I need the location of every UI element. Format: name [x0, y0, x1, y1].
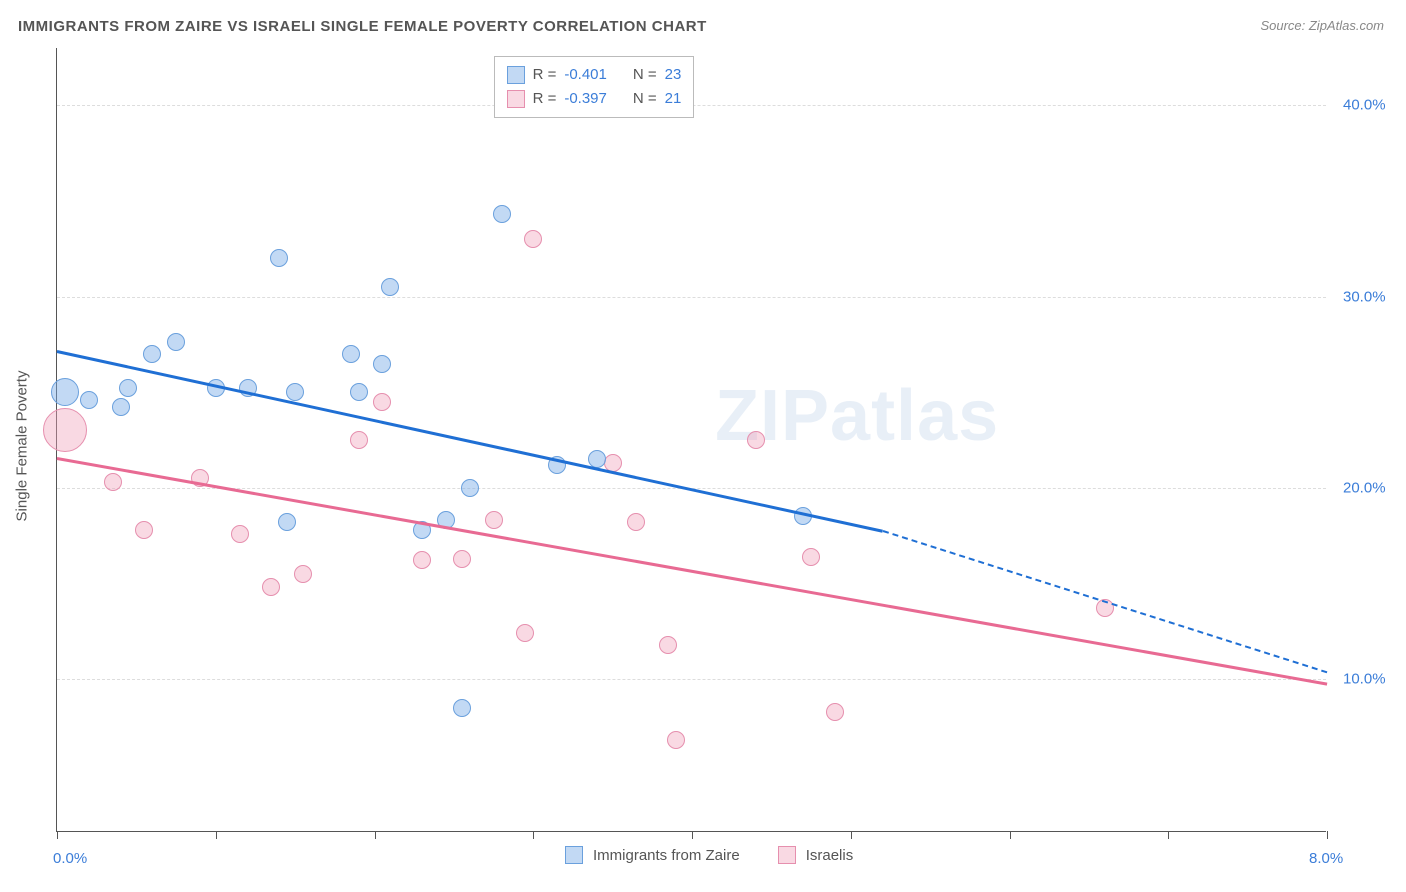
y-tick-label: 30.0%: [1343, 288, 1386, 305]
x-tick: [216, 831, 217, 839]
series1-point: [381, 278, 399, 296]
series1-point: [373, 355, 391, 373]
x-tick: [851, 831, 852, 839]
x-tick: [533, 831, 534, 839]
x-tick-label: 8.0%: [1309, 850, 1343, 867]
series1-point: [51, 378, 79, 406]
series2-trendline: [57, 457, 1327, 685]
series2-point: [516, 624, 534, 642]
y-tick-label: 40.0%: [1343, 97, 1386, 114]
series1-point: [350, 383, 368, 401]
r-label: R =: [533, 63, 557, 87]
legend-label: Immigrants from Zaire: [593, 847, 740, 864]
series2-point: [373, 393, 391, 411]
x-tick: [1168, 831, 1169, 839]
series2-point: [294, 565, 312, 583]
x-tick: [375, 831, 376, 839]
legend-series: Immigrants from Zaire Israelis: [565, 846, 881, 864]
x-tick: [57, 831, 58, 839]
chart-title: IMMIGRANTS FROM ZAIRE VS ISRAELI SINGLE …: [18, 18, 707, 35]
series2-point: [413, 551, 431, 569]
legend-stats: R = -0.401 N = 23 R = -0.397 N = 21: [494, 56, 695, 118]
y-axis-title: Single Female Poverty: [14, 371, 31, 522]
legend-label: Israelis: [806, 847, 854, 864]
r-value: -0.397: [564, 87, 607, 111]
series2-point: [104, 473, 122, 491]
series2-point: [524, 230, 542, 248]
series2-point: [453, 550, 471, 568]
series1-point: [112, 398, 130, 416]
series1-point: [167, 333, 185, 351]
gridline: [57, 297, 1326, 298]
legend-swatch: [507, 66, 525, 84]
legend-swatch: [507, 90, 525, 108]
series1-point: [80, 391, 98, 409]
series2-point: [826, 703, 844, 721]
series1-point: [342, 345, 360, 363]
y-tick-label: 10.0%: [1343, 671, 1386, 688]
n-value: 23: [665, 63, 682, 87]
series2-point: [659, 636, 677, 654]
series2-point: [627, 513, 645, 531]
series1-point: [286, 383, 304, 401]
series2-point: [350, 431, 368, 449]
series2-point: [485, 511, 503, 529]
series1-point: [270, 249, 288, 267]
series1-point: [119, 379, 137, 397]
series1-point: [453, 699, 471, 717]
series2-point: [802, 548, 820, 566]
n-value: 21: [665, 87, 682, 111]
series1-point: [461, 479, 479, 497]
r-label: R =: [533, 87, 557, 111]
legend-swatch: [565, 846, 583, 864]
series2-point: [43, 408, 87, 452]
x-tick: [692, 831, 693, 839]
series1-point: [143, 345, 161, 363]
chart-plot-area: 10.0%20.0%30.0%40.0%0.0%8.0%ZIPatlasR =-…: [56, 48, 1326, 832]
series2-point: [262, 578, 280, 596]
legend-swatch: [778, 846, 796, 864]
y-tick-label: 20.0%: [1343, 479, 1386, 496]
x-tick: [1010, 831, 1011, 839]
series1-point: [493, 205, 511, 223]
series2-point: [747, 431, 765, 449]
r-value: -0.401: [564, 63, 607, 87]
x-tick: [1327, 831, 1328, 839]
n-label: N =: [633, 87, 657, 111]
series2-point: [231, 525, 249, 543]
x-tick-label: 0.0%: [53, 850, 87, 867]
legend-stats-row: R = -0.401 N = 23: [507, 63, 682, 87]
series2-point: [667, 731, 685, 749]
legend-stats-row: R = -0.397 N = 21: [507, 87, 682, 111]
gridline: [57, 679, 1326, 680]
series2-point: [135, 521, 153, 539]
series1-trendline-extension: [882, 530, 1327, 673]
chart-source: Source: ZipAtlas.com: [1260, 18, 1384, 33]
n-label: N =: [633, 63, 657, 87]
series1-point: [278, 513, 296, 531]
